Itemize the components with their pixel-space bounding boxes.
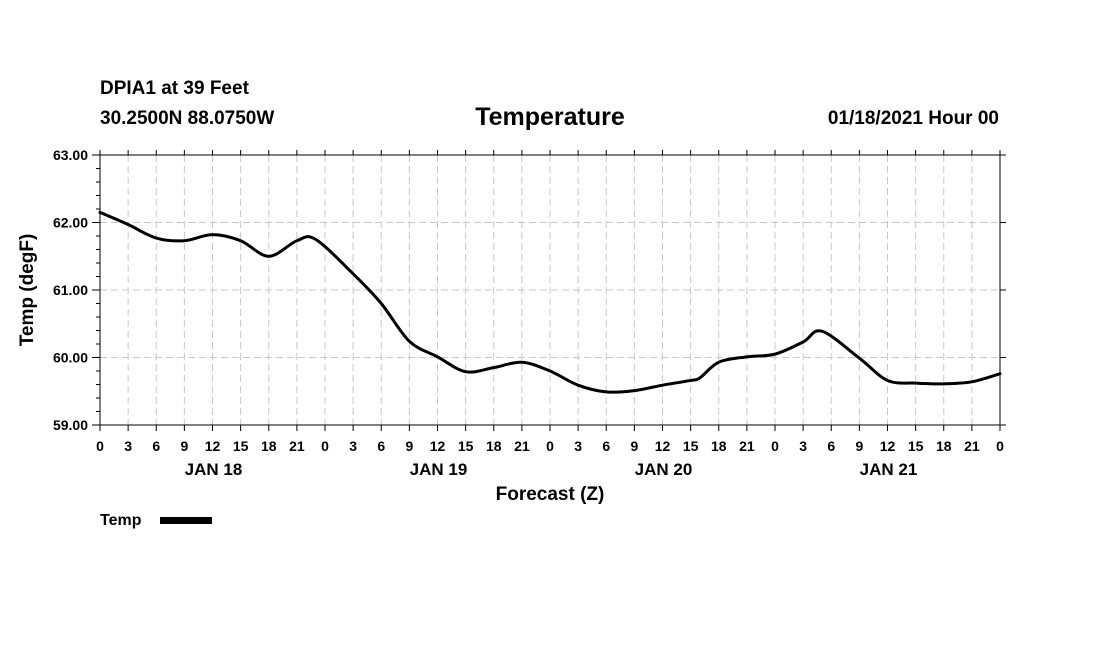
- x-tick-label: 9: [405, 438, 413, 454]
- x-tick-label: 18: [936, 438, 952, 454]
- x-axis-ticks: 0 3 6 9 12 15 18 21 0 3 6 9 12 15 18 21 0 3 6 9 12 15 18 21 0 3 6 9…: [96, 150, 1004, 454]
- day-labels: JAN 18 JAN 19 JAN 20 JAN 21: [185, 460, 918, 479]
- forecast-run-label: 01/18/2021 Hour 00: [828, 108, 999, 129]
- x-tick-label: 6: [602, 438, 610, 454]
- y-axis-label: Temp (degF): [17, 234, 38, 347]
- x-tick-label: 15: [233, 438, 249, 454]
- x-tick-label: 6: [827, 438, 835, 454]
- x-tick-label: 3: [574, 438, 582, 454]
- x-tick-label: 3: [799, 438, 807, 454]
- series-line-temp: [98, 210, 1002, 394]
- y-axis-ticks: 59.00 60.00 61.00 62.00 63.00: [53, 147, 1006, 433]
- x-tick-label: 12: [880, 438, 896, 454]
- x-tick-label: 9: [855, 438, 863, 454]
- legend: Temp: [100, 512, 212, 529]
- x-tick-label: 9: [630, 438, 638, 454]
- x-tick-label: 12: [205, 438, 221, 454]
- x-tick-label: 21: [289, 438, 305, 454]
- x-tick-label: 18: [711, 438, 727, 454]
- x-tick-label: 18: [261, 438, 277, 454]
- x-tick-label: 18: [486, 438, 502, 454]
- y-tick-label: 61.00: [53, 282, 88, 298]
- series-layer: [98, 210, 1002, 394]
- legend-line-swatch: [160, 517, 212, 524]
- x-tick-label: 3: [124, 438, 132, 454]
- legend-label: Temp: [100, 512, 142, 529]
- x-tick-label: 15: [908, 438, 924, 454]
- coordinates-label: 30.2500N 88.0750W: [100, 108, 274, 129]
- day-label: JAN 21: [860, 460, 918, 479]
- x-tick-label: 15: [458, 438, 474, 454]
- chart-title: Temperature: [475, 103, 625, 131]
- y-tick-label: 63.00: [53, 147, 88, 163]
- x-tick-label: 3: [349, 438, 357, 454]
- y-tick-label: 62.00: [53, 215, 88, 231]
- y-tick-label: 60.00: [53, 350, 88, 366]
- day-label: JAN 20: [635, 460, 693, 479]
- x-tick-label: 0: [771, 438, 779, 454]
- x-tick-label: 15: [683, 438, 699, 454]
- x-tick-label: 9: [180, 438, 188, 454]
- x-tick-label: 0: [96, 438, 104, 454]
- x-tick-label: 21: [739, 438, 755, 454]
- x-tick-label: 6: [377, 438, 385, 454]
- x-tick-label: 6: [152, 438, 160, 454]
- x-tick-label: 21: [964, 438, 980, 454]
- x-axis-label: Forecast (Z): [496, 484, 605, 505]
- x-tick-label: 21: [514, 438, 530, 454]
- day-label: JAN 19: [410, 460, 468, 479]
- x-tick-label: 12: [655, 438, 671, 454]
- x-tick-label: 0: [546, 438, 554, 454]
- x-tick-label: 0: [321, 438, 329, 454]
- y-tick-label: 59.00: [53, 417, 88, 433]
- station-label: DPIA1 at 39 Feet: [100, 78, 250, 99]
- grid: [100, 155, 1000, 425]
- plot-frame: [99, 154, 1001, 426]
- x-tick-label: 0: [996, 438, 1004, 454]
- day-label: JAN 18: [185, 460, 243, 479]
- x-tick-label: 12: [430, 438, 446, 454]
